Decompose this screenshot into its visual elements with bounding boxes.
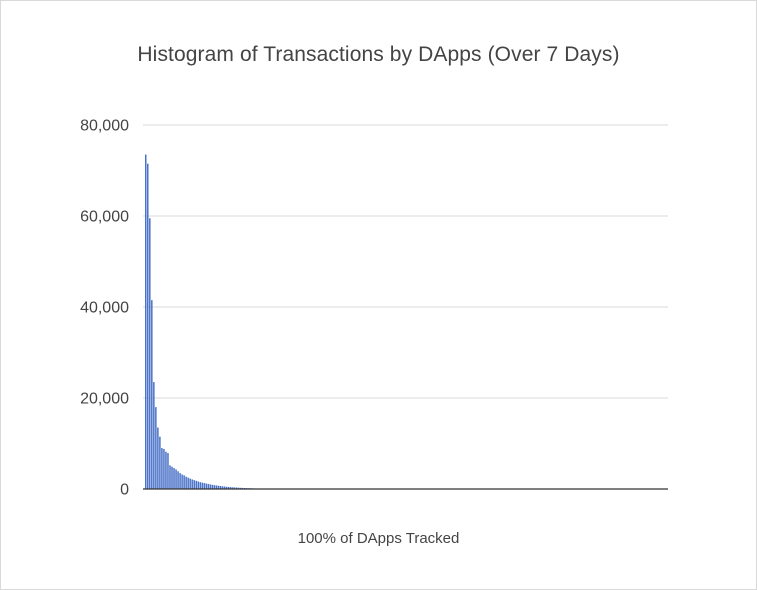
histogram-bar [161,448,163,489]
histogram-bar [159,436,161,489]
histogram-bar [235,487,238,489]
x-axis-label: 100% of DApps Tracked [297,530,460,547]
histogram-bar [219,486,222,489]
gridlines [143,124,668,399]
histogram-bar [163,448,165,489]
y-tick-label: 80,000 [80,118,129,135]
histogram-bar [171,466,173,489]
histogram-bar [207,484,210,489]
histogram-bar [201,482,204,489]
histogram-bar [185,476,187,489]
histogram-bar [147,163,149,489]
histogram-bar [213,485,216,489]
histogram-bar [237,487,240,489]
histogram-bar [215,485,218,489]
histogram-bar [227,486,230,489]
histogram-bar [165,451,167,489]
bars [145,154,266,490]
y-tick-label: 0 [120,482,129,499]
histogram-bar [231,487,234,489]
histogram-bar [223,486,226,489]
histogram-bar [229,487,232,489]
histogram-bar [149,218,151,489]
histogram-bar [197,481,200,489]
histogram-bar [187,477,189,490]
histogram-bar [221,486,224,489]
y-tick-label: 20,000 [80,391,129,408]
histogram-bar [177,471,179,489]
histogram-bar [191,479,193,489]
histogram-bar [153,382,155,489]
y-tick-label: 60,000 [80,209,129,226]
histogram-bar [189,478,191,489]
histogram-bar [145,154,147,489]
histogram-bar [217,485,220,489]
y-tick-labels: 0 20,000 40,000 60,000 80,000 [80,118,129,499]
histogram-bar [173,468,175,489]
histogram-bar [151,300,153,489]
histogram-bar [155,407,157,489]
chart-title: Histogram of Transactions by DApps (Over… [137,43,620,66]
histogram-bar [183,475,185,489]
histogram-bar [209,484,212,489]
histogram-bar [195,480,197,489]
histogram-bar [199,482,202,489]
histogram-bar [157,427,159,489]
histogram-bar [179,473,181,489]
y-tick-label: 40,000 [80,300,129,317]
histogram-bar [225,486,228,489]
histogram-bar [175,469,177,489]
histogram-bar [193,480,195,489]
histogram-bar [167,453,169,489]
histogram-bar [233,487,236,489]
histogram-bar [205,483,208,489]
histogram-bar [181,474,183,489]
histogram-bar [169,465,171,489]
histogram-bar [211,484,214,489]
histogram-bar [203,483,206,489]
